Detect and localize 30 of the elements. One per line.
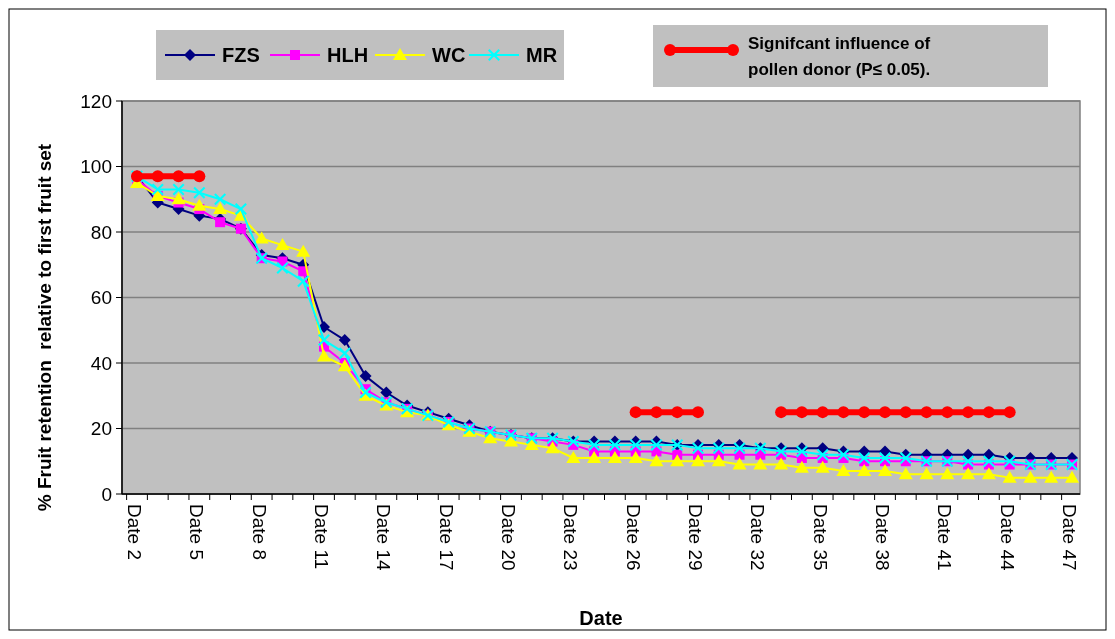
y-tick-label: 120 xyxy=(80,90,112,112)
y-tick-label: 80 xyxy=(90,221,112,243)
legend-label: FZS xyxy=(222,44,260,66)
x-tick-label: Date 29 xyxy=(685,504,706,571)
x-tick-label: Date 17 xyxy=(435,504,457,571)
x-tick-label: Date 20 xyxy=(498,504,519,571)
y-tick-label: 40 xyxy=(90,352,112,374)
y-tick-label: 20 xyxy=(90,418,112,440)
y-axis-title: % Fruit retention relative to first fruit set xyxy=(34,143,55,512)
x-tick-label: Date 26 xyxy=(622,504,644,571)
y-tick-label: 0 xyxy=(101,483,112,505)
x-tick-label: Date 14 xyxy=(373,504,395,571)
legend-label: MR xyxy=(526,44,558,66)
x-tick-label: Date 41 xyxy=(934,504,956,571)
x-tick-label: Date 23 xyxy=(560,504,582,571)
x-tick-label: Date 38 xyxy=(872,504,893,571)
x-axis-title: Date xyxy=(579,607,623,629)
x-tick-label: Date 11 xyxy=(311,504,332,570)
x-tick-label: Date 35 xyxy=(809,504,831,571)
x-tick-label: Date 44 xyxy=(996,504,1018,571)
legend-label: HLH xyxy=(327,44,369,66)
x-tick-label: Date 32 xyxy=(747,504,769,571)
x-tick-label: Date 5 xyxy=(186,504,208,560)
x-tick-label: Date 2 xyxy=(124,504,145,560)
y-tick-label: 100 xyxy=(80,156,112,178)
legend-label: WC xyxy=(432,44,466,66)
x-tick-label: Date 8 xyxy=(248,504,270,560)
y-tick-label: 60 xyxy=(90,287,112,309)
legend-label: Signifcant influence of pollen donor (P≤ 0.05). xyxy=(748,33,931,79)
x-tick-label: Date 47 xyxy=(1059,504,1080,571)
